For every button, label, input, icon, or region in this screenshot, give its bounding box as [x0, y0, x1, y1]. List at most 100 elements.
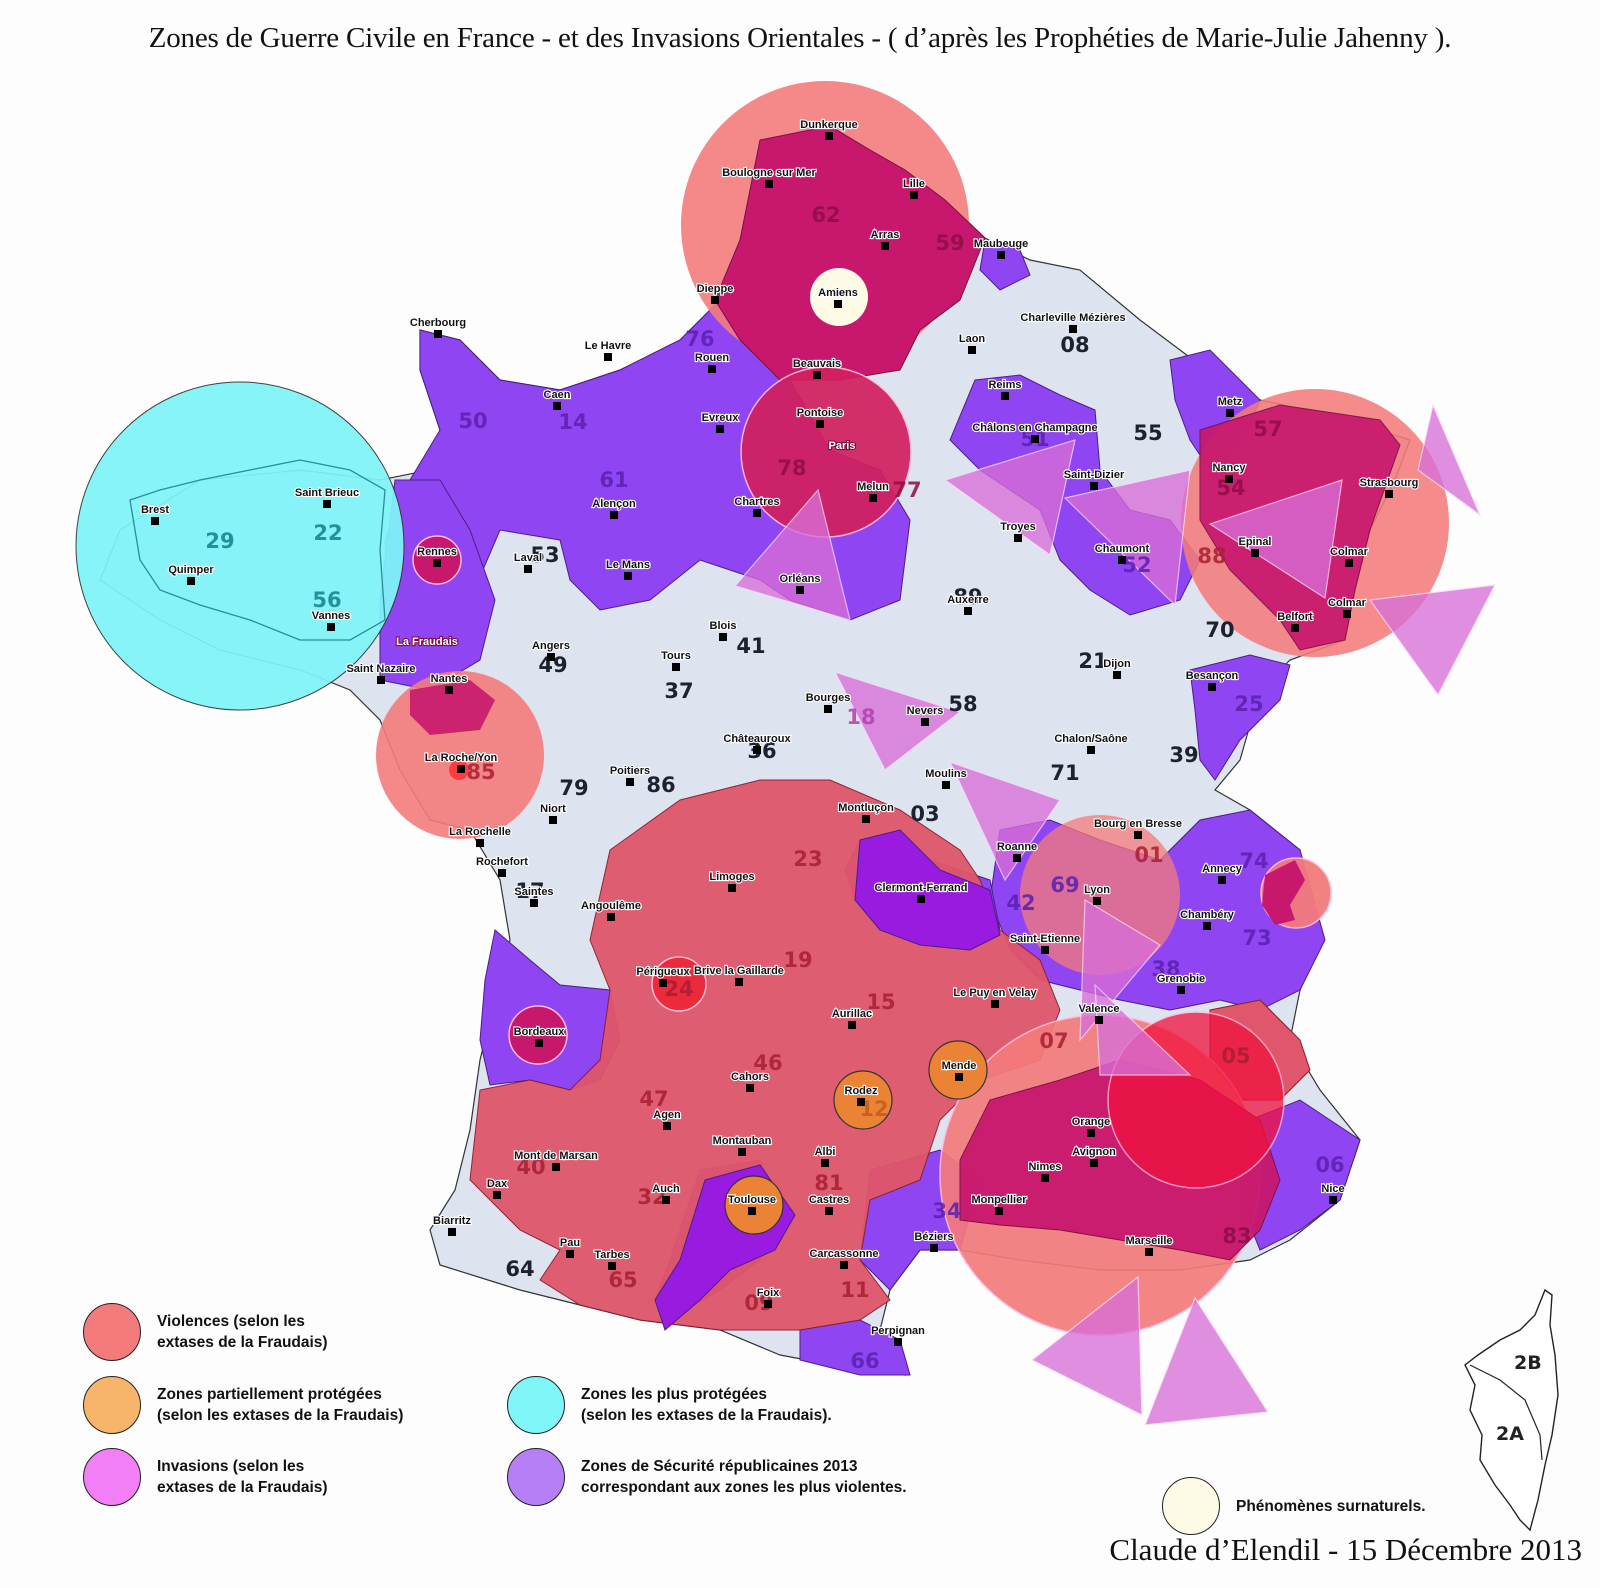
partially-protected-swatch-icon — [83, 1376, 141, 1434]
city-label: Evreux — [702, 412, 740, 424]
security-zone-swatch-icon — [507, 1448, 565, 1506]
city-marker: Colmar — [1329, 545, 1370, 567]
city-label: Nimes — [1028, 1161, 1061, 1173]
city-square-icon — [708, 365, 716, 373]
department-number: 19 — [783, 948, 812, 972]
city-label: Moulins — [925, 768, 967, 780]
city-marker: Dijon — [1102, 657, 1132, 679]
city-square-icon — [1090, 1159, 1098, 1167]
city-square-icon — [1031, 435, 1039, 443]
department-number: 37 — [664, 679, 693, 703]
city-square-icon — [753, 746, 761, 754]
city-square-icon — [824, 705, 832, 713]
city-marker: La Roche/Yon — [424, 751, 499, 773]
city-label: Epinal — [1238, 536, 1271, 548]
city-marker: Pontoise — [796, 406, 844, 428]
city-marker: La Fraudais — [395, 635, 459, 649]
city-marker: Orléans — [778, 572, 822, 594]
city-marker: Saint Brieuc — [294, 486, 360, 508]
invasion-arrow-alps — [1094, 983, 1192, 1076]
city-marker: Charleville Mézières — [1019, 311, 1127, 333]
city-label: La Roche/Yon — [425, 752, 498, 764]
invasion-arrow-sea-east — [1144, 1296, 1270, 1426]
city-square-icon — [1343, 610, 1351, 618]
city-label: Bordeaux — [514, 1026, 566, 1038]
city-marker: Saint-Dizier — [1063, 468, 1126, 490]
city-square-icon — [530, 899, 538, 907]
brittany-coastline — [129, 459, 386, 641]
city-marker: Foix — [756, 1286, 781, 1308]
department-number: 14 — [558, 410, 587, 434]
city-marker: Rochefort — [475, 855, 529, 877]
city-label: Biarritz — [433, 1215, 471, 1227]
city-marker: Arras — [870, 228, 900, 250]
city-label: Troyes — [1000, 521, 1035, 533]
invasion-arrow-champagne — [943, 439, 1076, 557]
city-label: Béziers — [914, 1231, 953, 1243]
city-square-icon — [910, 191, 918, 199]
legend-supernatural-label: Phénomènes surnaturels. — [1236, 1497, 1426, 1515]
city-label: Châlons en Champagne — [972, 422, 1097, 434]
city-label: Nancy — [1212, 462, 1246, 474]
legend-supernatural: Phénomènes surnaturels. — [1162, 1477, 1426, 1535]
city-label: Cherbourg — [410, 317, 466, 329]
city-label: Rochefort — [476, 856, 528, 868]
city-square-icon — [457, 765, 465, 773]
city-marker: Annecy — [1201, 862, 1244, 884]
city-label: Quimper — [168, 564, 214, 576]
department-number: 56 — [312, 588, 341, 612]
city-marker: Beauvais — [792, 357, 842, 379]
city-label: Limoges — [709, 871, 754, 883]
corsica-outline — [1464, 1288, 1559, 1532]
city-label: Colmar — [1328, 597, 1367, 609]
city-label: Le Mans — [606, 559, 650, 571]
city-label: Valence — [1079, 1003, 1120, 1015]
department-number: 38 — [1151, 957, 1180, 981]
city-marker: Metz — [1217, 395, 1244, 417]
city-label: Dunkerque — [800, 119, 857, 131]
department-number: 65 — [608, 1268, 637, 1292]
city-label: Rouen — [695, 352, 730, 364]
city-marker: Le Puy en Velay — [952, 986, 1039, 1008]
city-marker: Angers — [531, 639, 571, 661]
city-square-icon — [604, 353, 612, 361]
city-marker: Aurillac — [831, 1007, 873, 1029]
city-marker: Reims — [987, 378, 1023, 400]
city-label: Saint Brieuc — [295, 487, 359, 499]
city-square-icon — [821, 1159, 829, 1167]
supernatural-circle-amiens — [810, 268, 868, 326]
city-marker: Boulogne sur Mer — [721, 166, 818, 188]
city-marker: Maubeuge — [973, 237, 1029, 259]
city-marker: Dunkerque — [799, 118, 859, 140]
city-square-icon — [1145, 1248, 1153, 1256]
city-label: Brest — [141, 504, 169, 516]
department-number: 01 — [1134, 843, 1163, 867]
protected-circle-mende — [928, 1040, 988, 1100]
corsica-boundary — [1469, 1364, 1543, 1461]
city-label: Colmar — [1330, 546, 1369, 558]
department-number: 29 — [205, 529, 234, 553]
city-marker: Biarritz — [432, 1214, 473, 1236]
city-square-icon — [524, 565, 532, 573]
city-marker: Besançon — [1185, 669, 1240, 691]
nantes-department — [410, 680, 495, 735]
city-label: Pau — [560, 1237, 580, 1249]
city-label: La Rochelle — [449, 826, 511, 838]
city-marker: Chalon/Saône — [1053, 732, 1129, 754]
protected-circle-toulouse — [724, 1175, 784, 1235]
city-marker: Lyon — [1083, 883, 1111, 905]
city-marker: Monpellier — [970, 1193, 1028, 1215]
city-square-icon — [1225, 475, 1233, 483]
city-square-icon — [796, 586, 804, 594]
city-square-icon — [735, 978, 743, 986]
city-marker: Chambéry — [1179, 908, 1236, 930]
city-marker: Saintes — [513, 885, 555, 907]
city-marker: Le Mans — [605, 558, 651, 580]
department-number: 53 — [530, 543, 559, 567]
department-number: 47 — [639, 1087, 668, 1111]
city-marker: Toulouse — [727, 1193, 777, 1215]
city-label: Chartres — [734, 496, 779, 508]
department-number: 66 — [850, 1349, 879, 1373]
city-label: Laon — [959, 333, 986, 345]
city-label: Saint-Dizier — [1064, 469, 1125, 481]
